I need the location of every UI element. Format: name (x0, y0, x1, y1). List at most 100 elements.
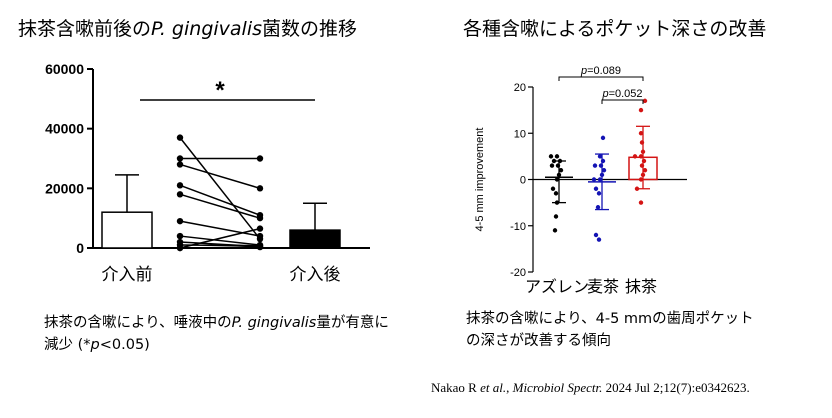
data-point (553, 214, 559, 219)
data-point (634, 186, 640, 191)
data-point (641, 158, 647, 164)
paired-line (179, 235, 261, 246)
y-tick-label: 20000 (45, 180, 84, 196)
comparison-p: p (601, 88, 608, 100)
left-title-species: P. gingivalis (151, 18, 263, 40)
comparison-value: =0.089 (587, 65, 621, 77)
citation-etal: et al. (480, 380, 507, 395)
data-point (591, 177, 597, 182)
x-category-label: 介入前 (102, 265, 153, 284)
data-point (554, 154, 560, 159)
left-chart-title: 抹茶含嗽前後のP. gingivalis菌数の推移 (18, 14, 357, 41)
left-title-suffix: 菌数の推移 (262, 18, 358, 40)
data-point (596, 237, 602, 242)
left-title-prefix: 抹茶含嗽前後の (18, 18, 152, 40)
data-point (640, 172, 646, 178)
y-tick-label: 60000 (45, 61, 84, 77)
y-axis-label: 4-5 mm improvement (474, 128, 486, 232)
comparison-value: =0.052 (609, 88, 643, 100)
data-point (554, 200, 560, 205)
pre-point (176, 161, 184, 168)
comparison-bracket (601, 99, 644, 104)
x-category-label: アズレン (525, 278, 589, 296)
data-point (598, 163, 604, 168)
data-point (556, 172, 562, 178)
data-point (553, 191, 559, 196)
data-point (548, 154, 554, 159)
y-tick-label: -20 (510, 267, 526, 279)
paired-line (179, 193, 261, 219)
left-caption: 抹茶の含嗽により、唾液中のP. gingivalis量が有意に減少 (*p<0.… (44, 312, 424, 356)
data-point (550, 186, 556, 191)
y-tick-label: 20 (514, 82, 526, 94)
data-point (549, 163, 555, 168)
pre-point (176, 244, 184, 252)
data-point (638, 200, 644, 205)
comparison-p: p (580, 65, 587, 77)
pre-point (176, 155, 184, 162)
data-point (596, 191, 602, 196)
paired-line (179, 163, 261, 190)
paired-line (179, 227, 261, 249)
citation: Nakao R et al., Microbiol Spectr. 2024 J… (431, 380, 750, 396)
x-category-label: 介入後 (290, 265, 341, 284)
post-point (256, 232, 264, 240)
data-point (551, 158, 557, 164)
data-point (638, 131, 644, 136)
left-caption-part2: 量が有意に (316, 315, 389, 331)
comparison-label: p=0.089 (580, 65, 621, 77)
data-point (554, 177, 560, 182)
paired-line (179, 246, 261, 249)
citation-authors: Nakao R (431, 380, 481, 395)
paired-line (179, 137, 261, 240)
data-point (640, 149, 646, 154)
x-category-label: 抹茶 (625, 278, 657, 296)
data-point (600, 135, 606, 141)
citation-rest: 2024 Jul 2;12(7):e0342623. (602, 380, 750, 395)
y-tick-label: 10 (514, 128, 526, 140)
left-caption-p: p (90, 337, 100, 353)
significance-star: * (215, 77, 225, 104)
data-point (555, 163, 561, 168)
left-caption-part3: 減少 (* (44, 337, 91, 353)
data-point (557, 158, 563, 164)
pre-point (176, 134, 184, 141)
data-point (552, 228, 558, 233)
bar (101, 211, 153, 249)
comparison-bracket (558, 76, 644, 81)
right-caption: 抹茶の含嗽により、4-5 mmの歯周ポケット の深さが改善する傾向 (466, 308, 796, 352)
data-point (599, 172, 605, 178)
left-caption-part1: 抹茶の含嗽により、唾液中の (44, 315, 232, 331)
data-point (601, 168, 607, 173)
comparison-label: p=0.052 (601, 88, 642, 100)
post-point (256, 185, 264, 192)
right-chart-title: 各種含嗽によるポケット深さの改善 (463, 18, 767, 40)
pre-point (176, 182, 184, 189)
left-bar-chart: 0 20000 40000 60000 介入前 介入後 * (45, 61, 370, 284)
left-caption-species: P. gingivalis (231, 315, 317, 331)
data-point (592, 163, 598, 168)
y-tick-label: 40000 (45, 121, 84, 137)
data-point (638, 154, 644, 159)
data-point (642, 98, 648, 104)
citation-sep: , (506, 380, 513, 395)
paired-line (179, 184, 261, 216)
x-category-label: 麦茶 (587, 278, 619, 296)
post-point (256, 214, 264, 222)
pre-point (176, 232, 184, 240)
left-caption-part4: <0.05) (99, 337, 150, 353)
data-point (638, 107, 644, 113)
data-point (597, 154, 603, 159)
data-point (593, 232, 599, 238)
pre-point (176, 217, 184, 225)
data-point (639, 163, 645, 168)
paired-line (179, 220, 261, 237)
data-point (638, 177, 644, 182)
data-point (597, 177, 603, 182)
y-tick-label: 0 (520, 175, 526, 187)
y-tick-label: -10 (510, 221, 526, 233)
bar (289, 229, 341, 249)
post-point (256, 155, 264, 162)
data-point (595, 205, 601, 210)
